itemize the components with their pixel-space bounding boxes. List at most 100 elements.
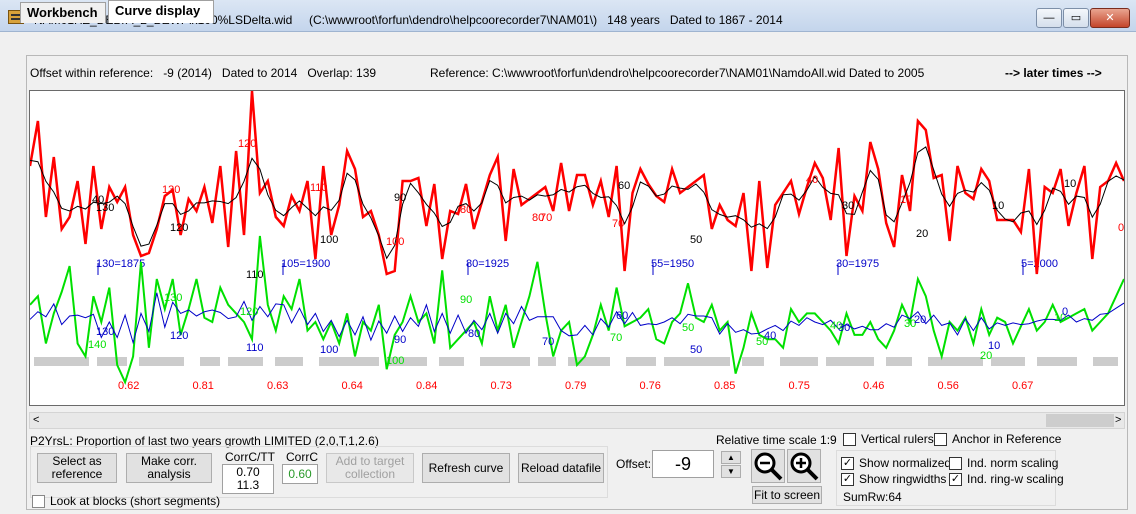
vertical-rulers-label: Vertical rulers [861,432,934,446]
minimize-icon: — [1043,12,1055,24]
anchor-reference-mark [934,432,947,446]
show-ringwidths-check-icon: ✓ [841,472,854,486]
tab-curve-display-label: Curve display [115,3,201,18]
red-value-label: 70 [540,212,552,224]
make-corr-analysis-button[interactable]: Make corr. analysis [126,453,212,483]
blue-value-label: 100 [320,344,338,356]
blue-value-label: 0 [1062,306,1068,318]
zoom-out-icon [754,452,783,481]
year-ticks: 130=1875 105=1900 80=1925 55=1950 30=1975 5=2… [96,258,1058,275]
green-value-label: 50 [756,336,768,348]
reload-datafile-button[interactable]: Reload datafile [518,453,604,483]
blue-value-label: 90 [394,334,406,346]
black-value-label: 130 [96,202,114,214]
look-at-blocks-checkbox[interactable]: Look at blocks (short segments) [32,494,220,508]
offset-info: Offset within reference: -9 (2014) Dated… [30,66,376,80]
corr-value-label: 0.81 [193,380,214,392]
corrc-tt-label: CorrC/TT [225,450,275,464]
anchor-reference-label: Anchor in Reference [952,432,1062,446]
refresh-curve-button[interactable]: Refresh curve [422,453,510,483]
black-value-label: 60 [618,180,630,192]
show-normalized-checkbox[interactable]: ✓ Show normalized [841,456,951,470]
scroll-left-icon[interactable]: < [33,414,40,426]
close-button[interactable]: ✕ [1090,8,1130,28]
black-value-label: 90 [394,192,406,204]
tab-curve-display[interactable]: Curve display [108,0,214,23]
green-value-label: 30 [904,318,916,330]
scroll-thumb[interactable] [1046,414,1114,427]
offset-info-value: -9 (2014) [163,66,212,80]
vertical-rulers-checkbox[interactable]: Vertical rulers [843,432,934,446]
gray-block [742,357,764,366]
black-value-label: 100 [320,234,338,246]
anchor-reference-checkbox[interactable]: Anchor in Reference [934,432,1061,446]
add-to-target-button[interactable]: Add to target collection [326,453,414,483]
year-tick-label: 55=1950 [651,258,694,270]
green-value-label: 130 [164,292,182,304]
zoom-in-button[interactable] [787,449,821,483]
red-value-label: 110 [310,182,328,194]
offset-input[interactable]: -9 [652,450,714,478]
ind-norm-mark [949,456,962,470]
maximize-icon: ▭ [1070,12,1082,24]
green-value-label: 100 [386,355,404,367]
gray-block [991,357,1025,366]
corr-value-label: 0.67 [1012,380,1033,392]
offset-down-button[interactable]: ▼ [721,465,741,478]
corrc-tt-value-1: 0.70 [236,465,260,479]
show-ringwidths-checkbox[interactable]: ✓ Show ringwidths [841,472,946,486]
gray-block [780,357,818,366]
ind-norm-label: Ind. norm scaling [967,456,1059,470]
tab-workbench[interactable]: Workbench [20,2,106,23]
corr-value-label: 0.76 [640,380,661,392]
select-as-reference-button[interactable]: Select as reference [37,453,117,483]
green-value-label: 20 [980,350,992,362]
blue-value-label: 30 [838,322,850,334]
offset-up-button[interactable]: ▲ [721,451,741,464]
minimize-button[interactable]: — [1036,8,1062,28]
blue-value-label: 110 [246,342,264,354]
offset-info-label: Offset within reference: [30,66,154,80]
blue-value-label: 70 [542,336,554,348]
zoom-out-button[interactable] [751,449,785,483]
years-count: 148 years [607,13,660,27]
relative-time-scale: Relative time scale 1:9 [716,433,837,447]
gray-segment-blocks [34,357,1118,366]
sumrw-text: SumRw:64 [843,490,902,504]
display-options-group [836,450,1056,506]
green-value-label: 120 [240,306,258,318]
scroll-right-icon[interactable]: > [1115,414,1122,426]
fit-to-screen-button[interactable]: Fit to screen [752,486,822,504]
corr-value-label: 0.46 [863,380,884,392]
ind-ring-label: Ind. ring-w scaling [967,472,1064,486]
blue-series-line [29,292,1125,345]
green-value-label: 10 [1054,312,1066,324]
red-value-label: 120 [238,138,256,150]
gray-block [1093,357,1118,366]
up-arrow-icon: ▲ [727,453,735,462]
corr-value-label: 0.64 [342,380,363,392]
horizontal-scrollbar[interactable]: < > [29,412,1125,429]
later-times-link[interactable]: --> later times --> [1005,66,1102,80]
ind-ring-scaling-checkbox[interactable]: ✓ Ind. ring-w scaling [949,472,1064,486]
green-value-label: 140 [88,339,106,351]
gray-block [538,357,556,366]
corr-value-label: 0.73 [491,380,512,392]
gray-block [275,357,303,366]
dated-range: Dated to 1867 - 2014 [669,13,783,27]
ind-norm-scaling-checkbox[interactable]: Ind. norm scaling [949,456,1058,470]
red-value-label: 80 [460,204,472,216]
maximize-button[interactable]: ▭ [1063,8,1089,28]
black-value-label: 40 [92,194,104,206]
curve-chart[interactable]: 130=1875 105=1900 80=1925 55=1950 30=1975 5=2… [28,90,1126,406]
tab-workbench-label: Workbench [27,5,98,20]
corrc-tt-value: 0.70 11.3 [222,464,274,494]
blue-value-label: 130 [96,326,114,338]
corrc-label: CorrC [286,450,318,464]
black-value-label: 110 [246,269,264,281]
year-tick-label: 130=1875 [96,258,145,270]
black-value-label: 10 [992,200,1004,212]
red-value-label: 0 [1118,222,1124,234]
gray-block [139,357,184,366]
ind-ring-check-icon: ✓ [949,472,962,486]
